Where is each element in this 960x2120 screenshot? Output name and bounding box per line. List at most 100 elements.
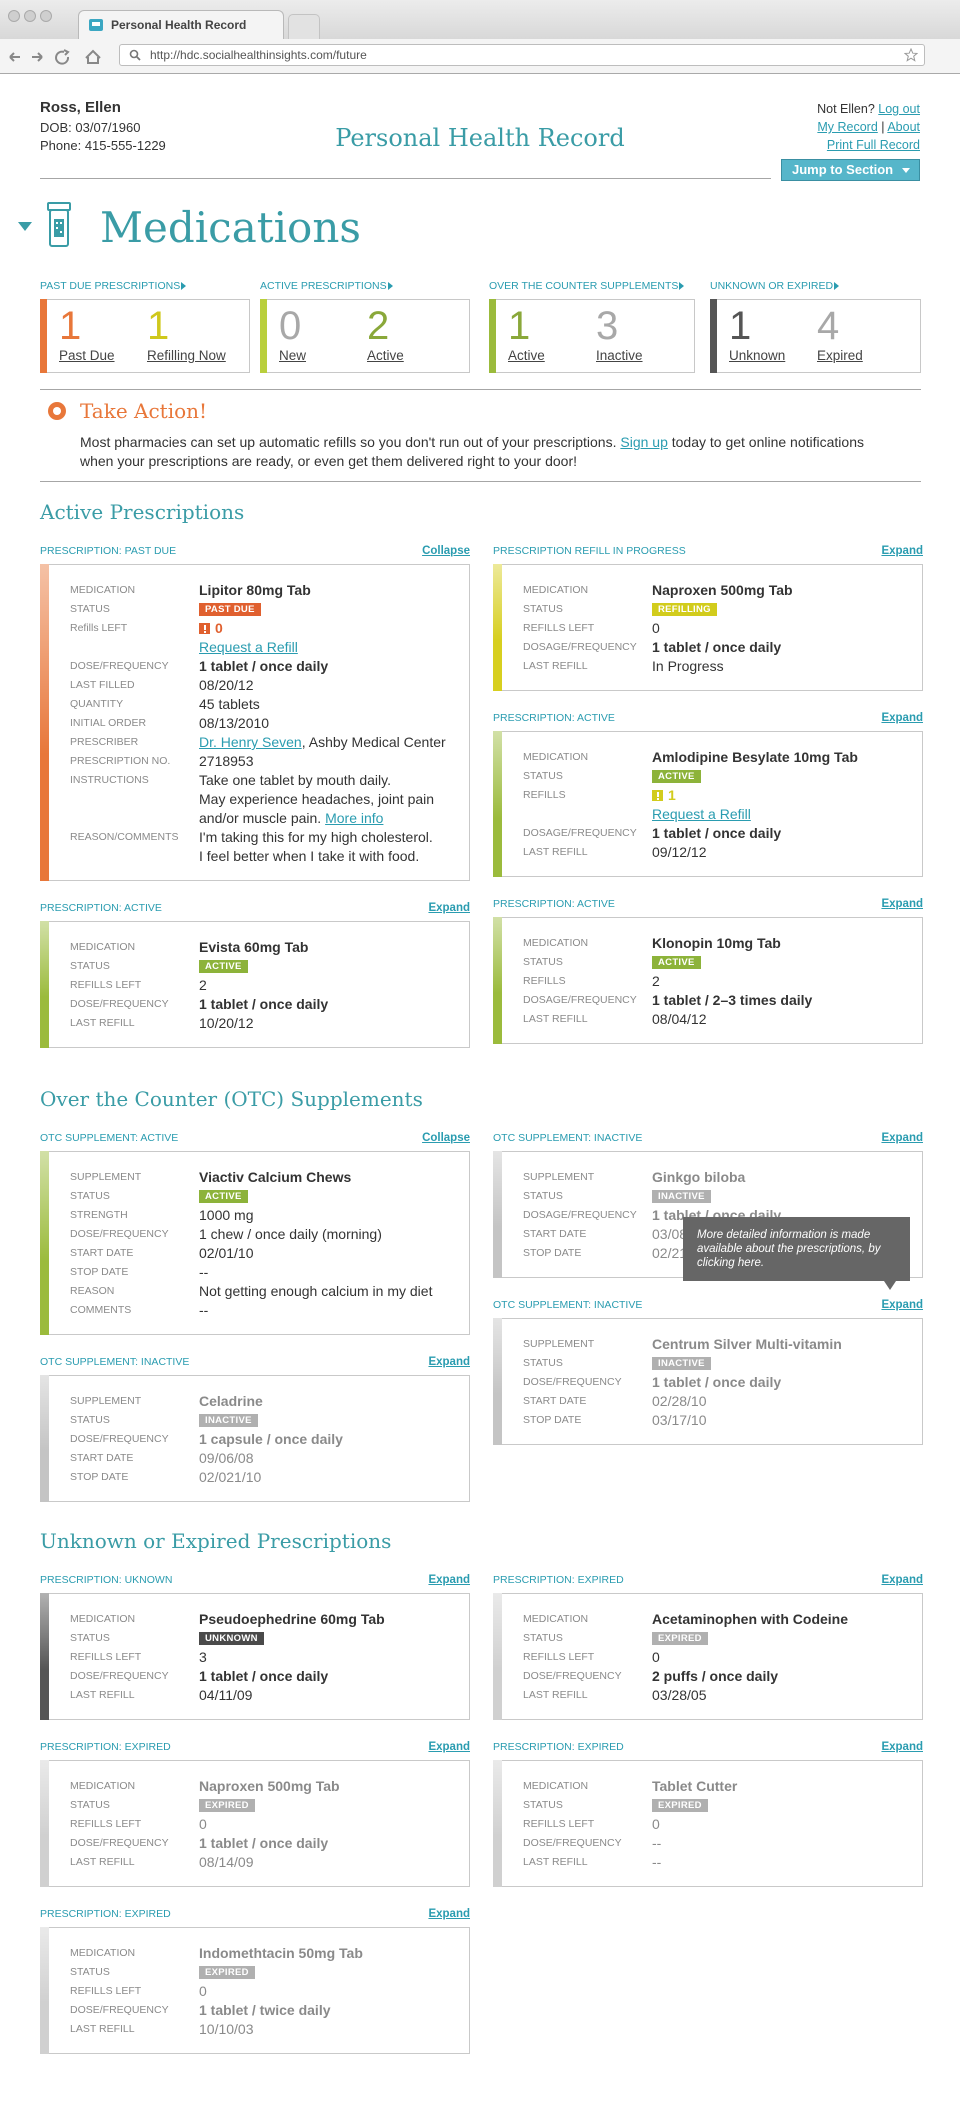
card-column: PRESCRIPTION: PAST DUE Collapse MEDICATION…: [40, 540, 470, 1064]
detail-value: REFILLING: [652, 600, 914, 619]
detail-text: 03/28/05: [652, 1687, 707, 1703]
detail-value: 09/12/12: [652, 843, 914, 862]
detail-label: Refills LEFT: [70, 622, 128, 634]
summary-box: 1 Past Due 1 Refilling Now: [40, 299, 250, 373]
toggle-link[interactable]: Expand: [881, 1299, 923, 1311]
detail-value: 1 chew / once daily (morning): [199, 1225, 461, 1244]
toggle-link[interactable]: Expand: [428, 1908, 470, 1920]
detail-value: 2718953: [199, 752, 461, 771]
summary-item-label[interactable]: Refilling Now: [147, 348, 226, 363]
card-kind: OTC SUPPLEMENT: INACTIVE: [40, 1356, 190, 1368]
detail-value: 0: [199, 619, 461, 638]
detail-text: 1 tablet / once daily: [199, 1668, 329, 1684]
summary-item-label[interactable]: Unknown: [729, 348, 786, 363]
accent-bar: [493, 1760, 502, 1887]
detail-value: PAST DUE: [199, 600, 461, 619]
card-column: PRESCRIPTION: UKNOWN Expand MEDICATION Pseu…: [40, 1569, 470, 2070]
toggle-link[interactable]: Expand: [881, 545, 923, 557]
detail-text: 2 puffs / once daily: [652, 1668, 779, 1684]
detail-text: 04/11/09: [199, 1687, 253, 1703]
summary-item-label[interactable]: Active: [367, 348, 404, 363]
card: PRESCRIPTION: UKNOWN Expand MEDICATION Pseu…: [40, 1569, 470, 1720]
summary-item[interactable]: 3 Inactive: [596, 300, 684, 372]
toggle-link[interactable]: Expand: [428, 1741, 470, 1753]
new-tab[interactable]: [288, 14, 320, 40]
card-header: PRESCRIPTION: ACTIVE Expand: [493, 893, 923, 915]
toggle-link[interactable]: Collapse: [422, 1132, 470, 1144]
toggle-link[interactable]: Expand: [881, 1132, 923, 1144]
summary-item[interactable]: 1 Refilling Now: [147, 300, 235, 372]
detail-text: Klonopin 10mg Tab: [652, 935, 781, 951]
toggle-link[interactable]: Expand: [881, 712, 923, 724]
browser-tab[interactable]: Personal Health Record: [78, 10, 284, 39]
toggle-link[interactable]: Expand: [881, 1741, 923, 1753]
navigation-buttons[interactable]: [8, 48, 114, 66]
text: Most pharmacies can set up automatic ref…: [80, 434, 617, 450]
summary-item[interactable]: 4 Expired: [817, 300, 905, 372]
card: PRESCRIPTION: ACTIVE Expand MEDICATION Klon…: [493, 893, 923, 1044]
toggle-link[interactable]: Expand: [881, 898, 923, 910]
card-kind: PRESCRIPTION: UKNOWN: [40, 1574, 173, 1586]
summary-item[interactable]: 1 Unknown: [729, 300, 817, 372]
summary-link[interactable]: PAST DUE PRESCRIPTIONS: [40, 279, 190, 293]
about-link[interactable]: About: [887, 120, 920, 134]
card-header: PRESCRIPTION: EXPIRED Expand: [493, 1569, 923, 1591]
collapse-arrow[interactable]: [18, 222, 32, 231]
jump-button[interactable]: Jump to Section: [781, 159, 920, 181]
summary-item-label[interactable]: New: [279, 348, 307, 363]
detail-label: DOSE/FREQUENCY: [70, 1433, 169, 1445]
toggle-link[interactable]: Expand: [428, 902, 470, 914]
status-badge: EXPIRED: [199, 1966, 255, 1979]
print-link[interactable]: Print Full Record: [826, 138, 920, 152]
detail-link[interactable]: Request a Refill: [652, 806, 751, 822]
detail-row: LAST REFILL --: [523, 1853, 914, 1872]
detail-link[interactable]: Request a Refill: [199, 639, 298, 655]
status-badge: REFILLING: [652, 603, 717, 616]
detail-label: DOSE/FREQUENCY: [523, 1670, 622, 1682]
summary-item-label[interactable]: Expired: [817, 348, 863, 363]
summary-item[interactable]: 0 New: [279, 300, 367, 372]
account-links: Not Ellen? Log out My Record | About Pri…: [817, 100, 920, 154]
detail-link[interactable]: Dr. Henry Seven: [199, 734, 302, 750]
sign-up-link[interactable]: Sign up: [620, 434, 668, 450]
toggle-link[interactable]: Expand: [881, 1574, 923, 1586]
card-kind: PRESCRIPTION: EXPIRED: [40, 1908, 171, 1920]
summary-item-label[interactable]: Inactive: [596, 348, 643, 363]
accent-bar: [40, 1593, 49, 1720]
summary-item[interactable]: 2 Active: [367, 300, 455, 372]
summary-item-label[interactable]: Past Due: [59, 348, 115, 363]
detail-text: Viactiv Calcium Chews: [199, 1169, 352, 1185]
detail-row: STATUS ACTIVE: [523, 767, 914, 786]
summary-link[interactable]: ACTIVE PRESCRIPTIONS: [260, 279, 397, 293]
summary-link[interactable]: UNKNOWN OR EXPIRED: [710, 279, 843, 293]
summary-item-label[interactable]: Active: [508, 348, 545, 363]
detail-label: STATUS: [523, 956, 563, 968]
detail-label: QUANTITY: [70, 698, 124, 710]
section-title: Over the Counter (OTC) Supplements: [40, 1087, 423, 1111]
detail-label: STOP DATE: [70, 1266, 129, 1278]
detail-label: REFILLS LEFT: [70, 1985, 142, 1997]
detail-label: STATUS: [523, 770, 563, 782]
detail-value: 0: [199, 1982, 461, 2001]
detail-value: ACTIVE: [652, 953, 914, 972]
toggle-link[interactable]: Expand: [428, 1574, 470, 1586]
logout-link[interactable]: Log out: [878, 102, 920, 116]
status-badge: ACTIVE: [199, 1190, 248, 1203]
bookmark-star[interactable]: [904, 48, 918, 62]
detail-row: INSTRUCTIONS Take one tablet by mouth dai…: [70, 771, 461, 828]
detail-row: STATUS EXPIRED: [523, 1796, 914, 1815]
detail-label: START DATE: [70, 1247, 134, 1259]
summary-item[interactable]: 1 Active: [508, 300, 596, 372]
my-record-link[interactable]: My Record: [817, 120, 878, 134]
summary-count: 1: [59, 304, 82, 348]
more-info-link[interactable]: More info: [325, 810, 384, 826]
patient-name: Ross, Ellen: [40, 99, 121, 116]
detail-text: 1000 mg: [199, 1207, 254, 1223]
toggle-link[interactable]: Expand: [428, 1356, 470, 1368]
url-field[interactable]: http://hdc.socialhealthinsights.com/futu…: [119, 44, 925, 66]
detail-value: ACTIVE: [199, 957, 461, 976]
summary-link[interactable]: OVER THE COUNTER SUPPLEMENTS: [489, 279, 688, 293]
card-header: OTC SUPPLEMENT: INACTIVE Expand: [493, 1294, 923, 1316]
summary-item[interactable]: 1 Past Due: [59, 300, 147, 372]
toggle-link[interactable]: Collapse: [422, 545, 470, 557]
